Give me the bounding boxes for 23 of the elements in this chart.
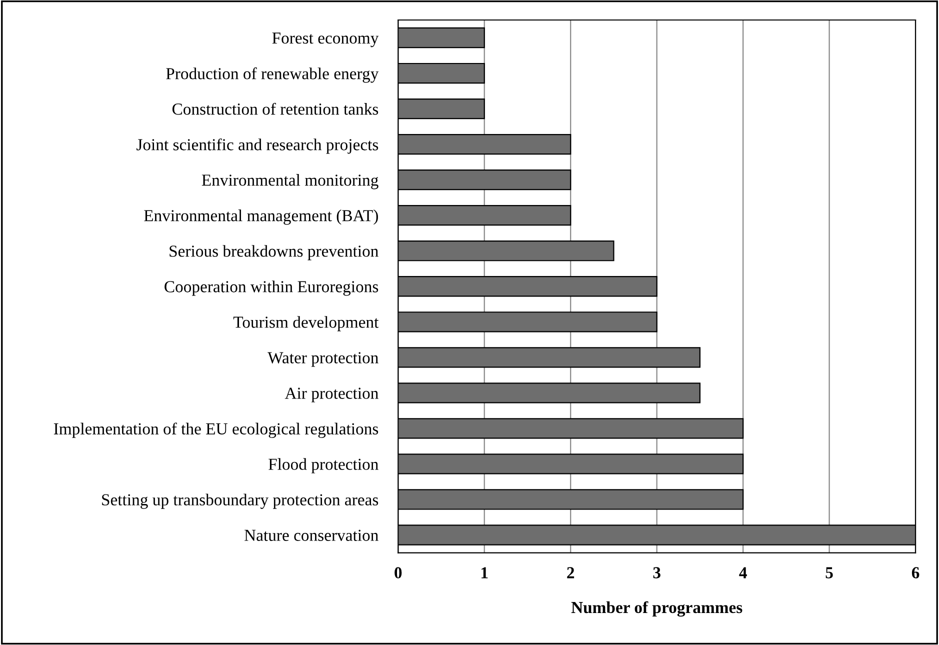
x-tick-label: 2 [567,567,574,578]
x-tick-label: 6 [912,567,920,578]
y-tick-label: Tourism development [233,316,379,332]
y-tick-label: Air protection [284,388,378,402]
y-tick-label: Environmental management (BAT) [144,210,378,225]
y-tick-label: Serious breakdowns prevention [170,245,378,260]
y-tick-label: Nature conservation [244,530,378,541]
y-tick-label: Forest economy [272,32,379,48]
x-axis-title: Number of programmes [571,601,742,617]
y-tick-label: Environmental monitoring [202,174,378,190]
y-tick-label: Water protection [268,352,378,367]
x-tick-label: 1 [482,567,488,578]
y-tick-label: Cooperation within Euroregions [164,280,378,296]
y-tick-label: Production of renewable energy [166,67,379,83]
y-tick-label: Construction of retention tanks [172,102,378,115]
x-tick-label: 0 [394,567,402,578]
x-tick-label: 5 [826,567,833,578]
x-tick-label: 3 [653,567,660,578]
y-tick-label: Implementation of the EU ecological regulations [54,422,378,438]
y-tick-label: Joint scientific and research projects [136,138,378,154]
x-tick-label: 4 [739,567,747,578]
y-tick-label: Setting up transboundary protection areas [102,494,378,509]
y-tick-label: Flood protection [268,458,378,474]
